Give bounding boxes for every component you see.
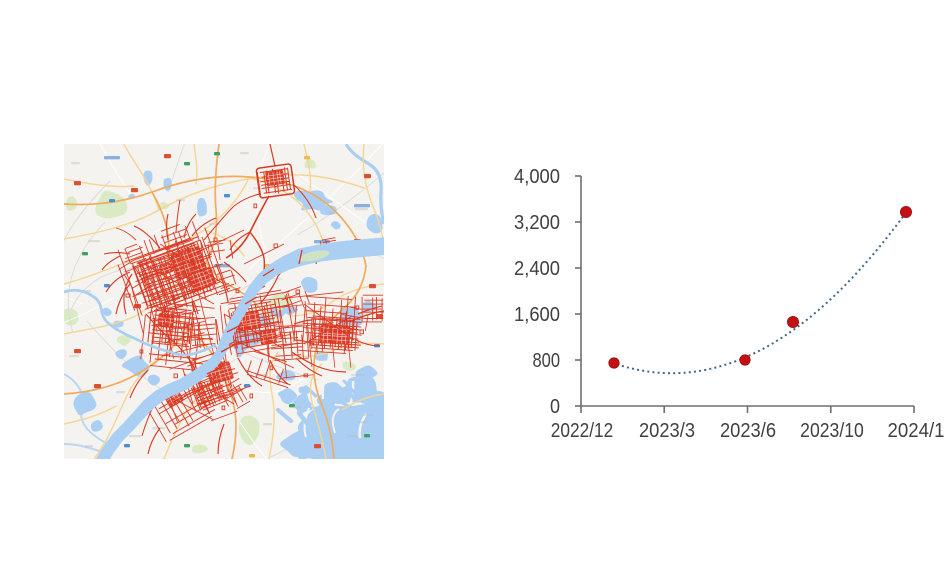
- svg-text:2023/6: 2023/6: [720, 420, 776, 442]
- svg-text:2023/3: 2023/3: [639, 420, 695, 442]
- svg-text:800: 800: [533, 350, 561, 372]
- svg-text:0: 0: [550, 396, 560, 418]
- svg-text:4,000: 4,000: [514, 166, 560, 188]
- svg-text:3,200: 3,200: [514, 212, 560, 234]
- svg-text:2,400: 2,400: [514, 258, 560, 280]
- svg-text:2022/12: 2022/12: [551, 420, 613, 442]
- svg-text:1,600: 1,600: [514, 304, 560, 326]
- svg-text:2024/1: 2024/1: [888, 420, 945, 442]
- svg-text:2023/10: 2023/10: [800, 420, 864, 442]
